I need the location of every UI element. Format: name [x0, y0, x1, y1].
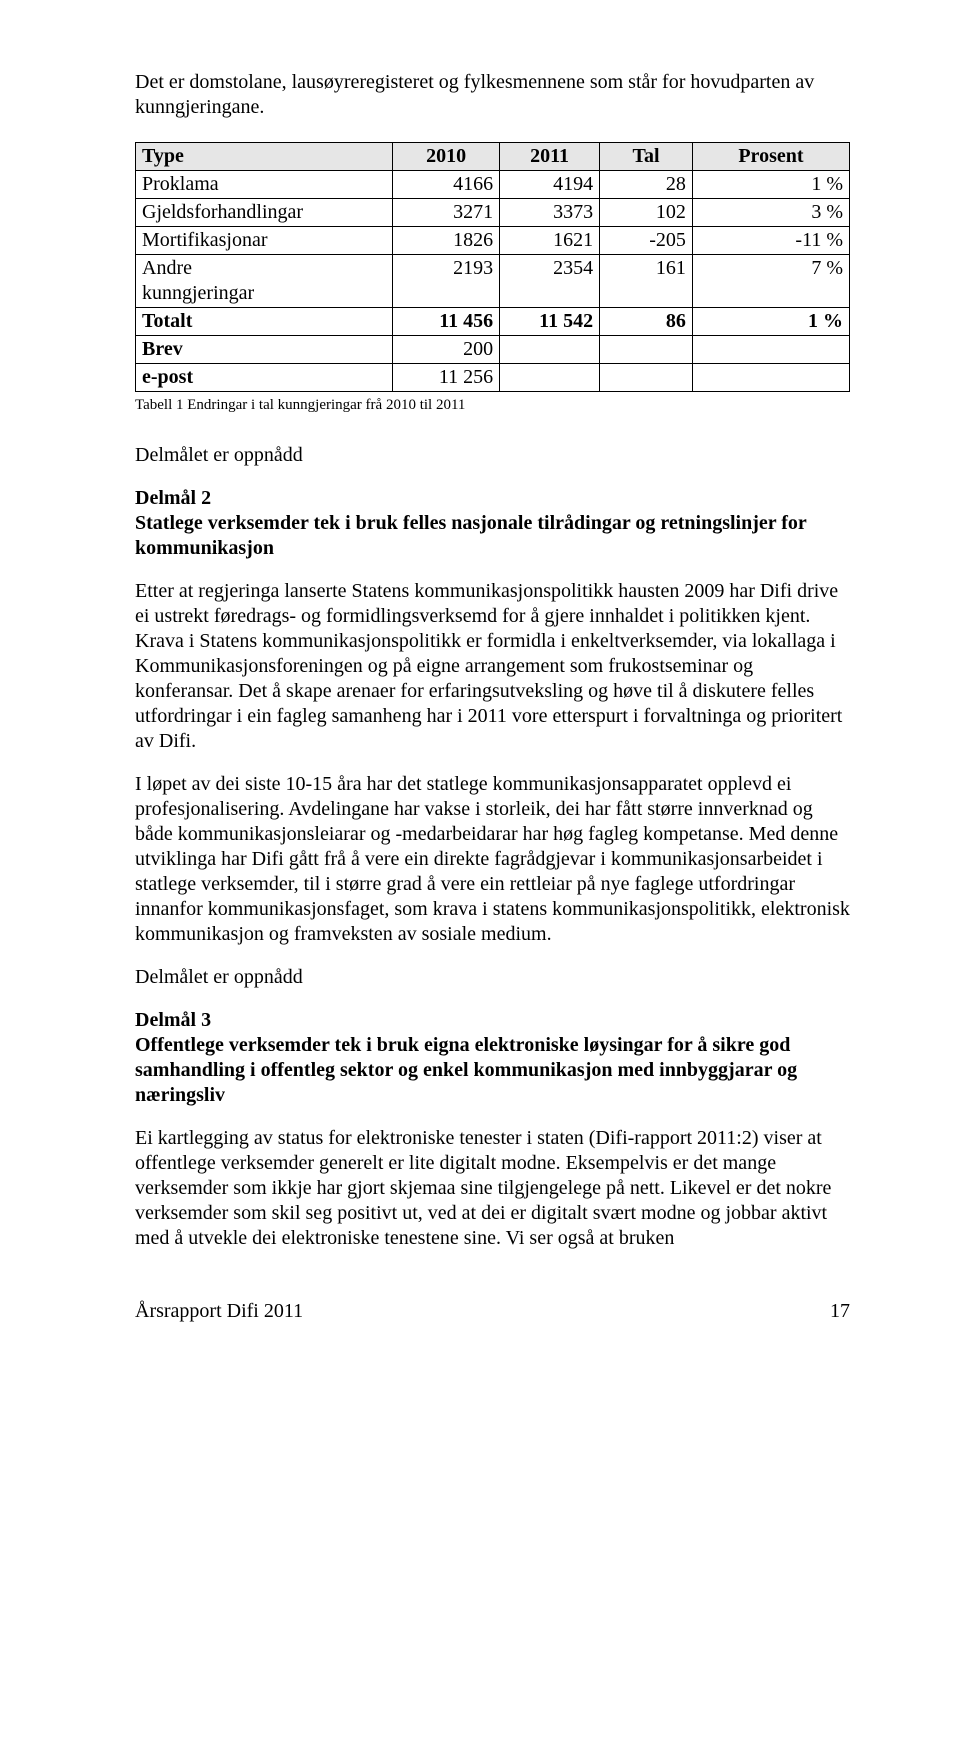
cell-value: 86: [600, 308, 693, 336]
cell-value: 1 %: [692, 171, 849, 199]
cell-value: 3373: [500, 199, 600, 227]
table-header-row: Type 2010 2011 Tal Prosent: [136, 143, 850, 171]
cell-value: 3271: [393, 199, 500, 227]
th-2010: 2010: [393, 143, 500, 171]
delmal2-achieved: Delmålet er oppnådd: [135, 965, 850, 990]
cell-value: -205: [600, 227, 693, 255]
cell-value: 11 542: [500, 308, 600, 336]
cell-value: 1 %: [692, 308, 849, 336]
cell-value: 28: [600, 171, 693, 199]
delmal2-p1: Etter at regjeringa lanserte Statens kom…: [135, 579, 850, 754]
delmal2-block: Delmål 2 Statlege verksemder tek i bruk …: [135, 486, 850, 561]
table-row: Mortifikasjonar18261621-205-11 %: [136, 227, 850, 255]
cell-value: 1621: [500, 227, 600, 255]
table-row: Andrekunngjeringar219323541617 %: [136, 255, 850, 308]
cell-value: 2354: [500, 255, 600, 308]
footer: Årsrapport Difi 2011 17: [135, 1299, 850, 1324]
th-2011: 2011: [500, 143, 600, 171]
delmal3-p1: Ei kartlegging av status for elektronisk…: [135, 1126, 850, 1251]
cell-value: 161: [600, 255, 693, 308]
delmal2-p2: I løpet av dei siste 10-15 åra har det s…: [135, 772, 850, 947]
cell-value: -11 %: [692, 227, 849, 255]
table-row: Proklama41664194281 %: [136, 171, 850, 199]
delmal2-title: Delmål 2: [135, 487, 211, 509]
th-type: Type: [136, 143, 393, 171]
cell-label: e-post: [136, 364, 393, 392]
cell-value: [500, 364, 600, 392]
cell-label: Andrekunngjeringar: [136, 255, 393, 308]
table-caption: Tabell 1 Endringar i tal kunngjeringar f…: [135, 396, 850, 415]
cell-label: Mortifikasjonar: [136, 227, 393, 255]
th-tal: Tal: [600, 143, 693, 171]
cell-value: 1826: [393, 227, 500, 255]
cell-label: Proklama: [136, 171, 393, 199]
cell-value: 102: [600, 199, 693, 227]
cell-value: 11 456: [393, 308, 500, 336]
cell-value: [500, 336, 600, 364]
cell-value: [600, 336, 693, 364]
cell-label: Gjeldsforhandlingar: [136, 199, 393, 227]
delmal3-block: Delmål 3 Offentlege verksemder tek i bru…: [135, 1008, 850, 1108]
cell-value: 200: [393, 336, 500, 364]
cell-value: 7 %: [692, 255, 849, 308]
cell-value: [692, 364, 849, 392]
cell-value: 3 %: [692, 199, 849, 227]
kunngjeringar-table: Type 2010 2011 Tal Prosent Proklama41664…: [135, 142, 850, 392]
delmal1-achieved: Delmålet er oppnådd: [135, 443, 850, 468]
delmal3-subtitle: Offentlege verksemder tek i bruk eigna e…: [135, 1034, 797, 1106]
cell-value: 4166: [393, 171, 500, 199]
cell-value: 11 256: [393, 364, 500, 392]
delmal2-subtitle: Statlege verksemder tek i bruk felles na…: [135, 512, 806, 559]
table-row: Brev200: [136, 336, 850, 364]
th-prosent: Prosent: [692, 143, 849, 171]
table-row: Totalt11 45611 542861 %: [136, 308, 850, 336]
cell-value: 4194: [500, 171, 600, 199]
footer-left: Årsrapport Difi 2011: [135, 1300, 303, 1322]
footer-page-number: 17: [830, 1299, 850, 1324]
cell-value: 2193: [393, 255, 500, 308]
table-row: e-post11 256: [136, 364, 850, 392]
cell-value: [600, 364, 693, 392]
delmal3-title: Delmål 3: [135, 1009, 211, 1031]
table-row: Gjeldsforhandlingar327133731023 %: [136, 199, 850, 227]
cell-label: Totalt: [136, 308, 393, 336]
cell-label: Brev: [136, 336, 393, 364]
cell-value: [692, 336, 849, 364]
intro-paragraph: Det er domstolane, lausøyreregisteret og…: [135, 70, 850, 120]
